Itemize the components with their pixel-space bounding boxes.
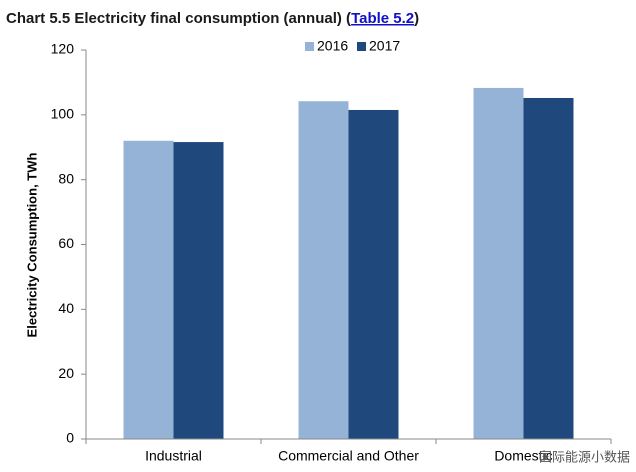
- watermark: 国际能源小数据: [539, 449, 630, 464]
- bar: [298, 101, 349, 440]
- bar: [123, 140, 174, 439]
- x-tick-label: Commercial and Other: [278, 448, 419, 464]
- bar: [173, 142, 224, 439]
- legend-swatch: [305, 42, 314, 51]
- legend-label: 2016: [317, 38, 348, 54]
- x-tick-label: Industrial: [145, 448, 202, 464]
- bar: [473, 87, 524, 440]
- legend-label: 2017: [369, 38, 400, 54]
- x-tick-label: Domestic: [494, 448, 552, 464]
- y-tick-label: 80: [58, 170, 74, 186]
- y-tick-label: 40: [58, 300, 74, 316]
- y-tick-label: 20: [58, 365, 74, 381]
- y-tick-label: 60: [58, 235, 74, 251]
- y-tick-label: 120: [51, 41, 75, 57]
- y-axis-label: Electricity Consumption, TWh: [24, 152, 39, 337]
- title-text: Chart 5.5 Electricity final consumption …: [6, 10, 351, 27]
- bar: [348, 109, 399, 440]
- title-link[interactable]: Table 5.2: [351, 10, 414, 27]
- legend-swatch: [357, 42, 366, 51]
- bar: [523, 97, 574, 439]
- y-tick-label: 100: [51, 106, 75, 122]
- chart-title: Chart 5.5 Electricity final consumption …: [6, 10, 419, 27]
- title-end: ): [414, 10, 419, 27]
- y-tick-label: 0: [66, 430, 74, 446]
